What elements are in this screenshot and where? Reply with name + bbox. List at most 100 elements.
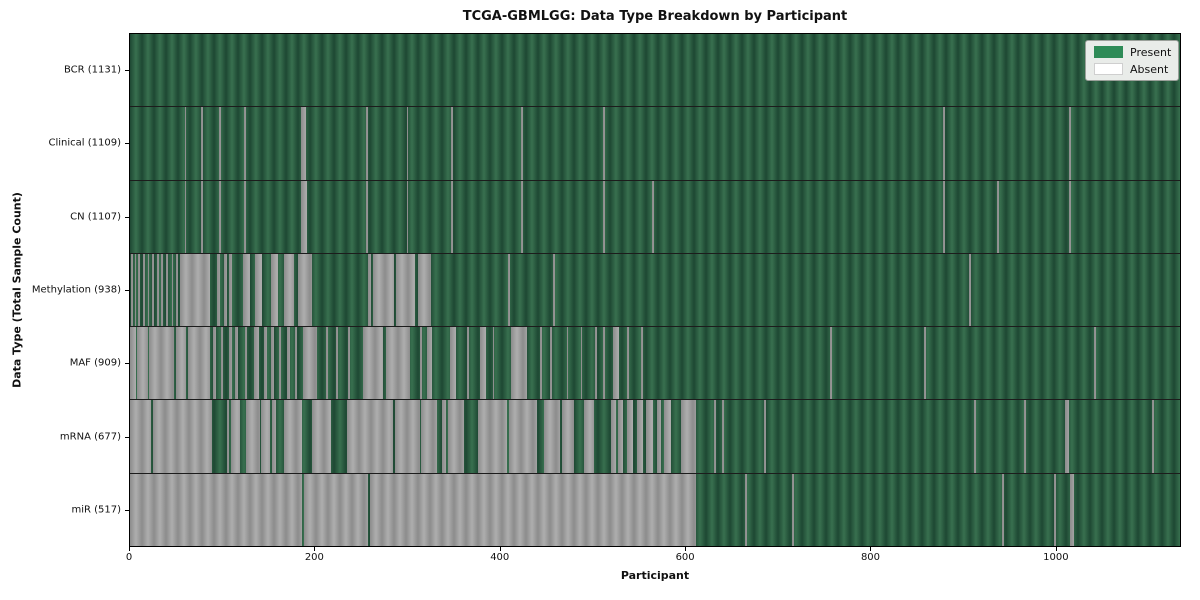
absent-segment [406, 107, 409, 180]
x-tick-mark [499, 547, 501, 551]
absent-segment [302, 327, 317, 400]
absent-segment [301, 107, 306, 180]
absent-segment [626, 327, 629, 400]
absent-segment [147, 253, 150, 327]
absent-segment [367, 253, 372, 327]
y-tick-mark [125, 363, 129, 365]
row-mRNA [130, 400, 1180, 474]
y-tick-label-MAF: MAF (909) [69, 357, 121, 369]
absent-segment [448, 400, 464, 473]
absent-segment [261, 400, 270, 473]
absent-segment [386, 327, 411, 400]
absent-segment [394, 400, 420, 473]
absent-segment [466, 327, 469, 400]
absent-segment [137, 327, 148, 400]
absent-segment [396, 253, 415, 327]
absent-segment [294, 327, 298, 400]
legend-label-present: Present [1130, 45, 1172, 59]
absent-segment [270, 253, 278, 327]
absent-segment [417, 253, 431, 327]
absent-segment [142, 253, 145, 327]
absent-segment [176, 253, 179, 327]
absent-segment [1065, 400, 1069, 473]
legend-label-absent: Absent [1130, 62, 1169, 76]
absent-segment [521, 180, 524, 253]
absent-segment [176, 327, 187, 400]
absent-segment [479, 327, 487, 400]
absent-segment [326, 327, 328, 400]
absent-segment [539, 327, 542, 400]
absent-segment [228, 253, 232, 327]
x-tick-label-800: 800 [860, 552, 881, 563]
absent-segment [336, 327, 339, 400]
x-tick-mark [685, 547, 687, 551]
absent-segment [602, 107, 605, 180]
absent-segment [943, 180, 945, 253]
row-Clinical [130, 107, 1180, 181]
y-tick-mark [125, 510, 129, 512]
absent-segment [365, 107, 368, 180]
absent-segment [640, 327, 643, 400]
x-axis-label: Participant [620, 569, 690, 582]
absent-segment [421, 400, 438, 473]
absent-segment [550, 327, 552, 400]
absent-segment [244, 327, 248, 400]
absent-segment [218, 107, 221, 180]
absent-segment [996, 180, 999, 253]
absent-segment [544, 400, 561, 473]
absent-segment [161, 253, 164, 327]
x-tick-label-400: 400 [490, 552, 510, 563]
absent-segment [264, 327, 267, 400]
absent-segment [369, 473, 697, 546]
absent-segment [153, 400, 213, 473]
x-tick-label-0: 0 [125, 552, 133, 563]
x-tick-label-600: 600 [675, 552, 695, 563]
row-miR [130, 473, 1180, 546]
absent-segment [1023, 400, 1026, 473]
absent-segment [216, 253, 220, 327]
absent-segment [130, 327, 136, 400]
absent-segment [253, 327, 259, 400]
plot-area [129, 33, 1181, 547]
absent-segment [521, 107, 524, 180]
absent-segment [830, 327, 833, 400]
y-tick-label-BCR: BCR (1131) [63, 64, 121, 76]
absent-segment [763, 400, 766, 473]
absent-segment [184, 107, 187, 180]
absent-segment [562, 400, 575, 473]
absent-segment [348, 327, 351, 400]
y-tick-label-mRNA: mRNA (677) [59, 431, 121, 443]
absent-segment [245, 400, 260, 473]
y-tick-label-Methylation: Methylation (938) [31, 284, 121, 296]
absent-segment [201, 180, 204, 253]
row-Methylation [130, 253, 1180, 328]
absent-segment [228, 327, 232, 400]
x-tick-label-1000: 1000 [1043, 552, 1069, 563]
absent-segment [301, 180, 307, 253]
row-MAF [130, 327, 1180, 401]
absent-segment [651, 180, 654, 253]
x-tick-mark [1055, 547, 1057, 551]
x-tick-label-200: 200 [304, 552, 324, 563]
legend-item-absent: Absent [1094, 63, 1170, 75]
absent-segment [278, 327, 281, 400]
y-tick-mark [125, 69, 129, 71]
absent-segment [138, 253, 141, 327]
absent-segment [406, 180, 409, 253]
absent-segment [508, 253, 511, 327]
absent-segment [303, 473, 368, 546]
absent-segment [626, 400, 634, 473]
absent-segment [363, 327, 384, 400]
absent-segment [584, 400, 595, 473]
absent-segment [188, 327, 211, 400]
y-tick-label-miR: miR (517) [71, 504, 121, 516]
row-BCR [130, 34, 1180, 108]
absent-segment [636, 400, 643, 473]
absent-segment [271, 400, 277, 473]
row-CN [130, 180, 1180, 254]
absent-segment [477, 400, 508, 473]
absent-segment [943, 107, 945, 180]
absent-segment [441, 400, 447, 473]
absent-swatch-icon [1094, 63, 1123, 75]
absent-segment [220, 327, 224, 400]
